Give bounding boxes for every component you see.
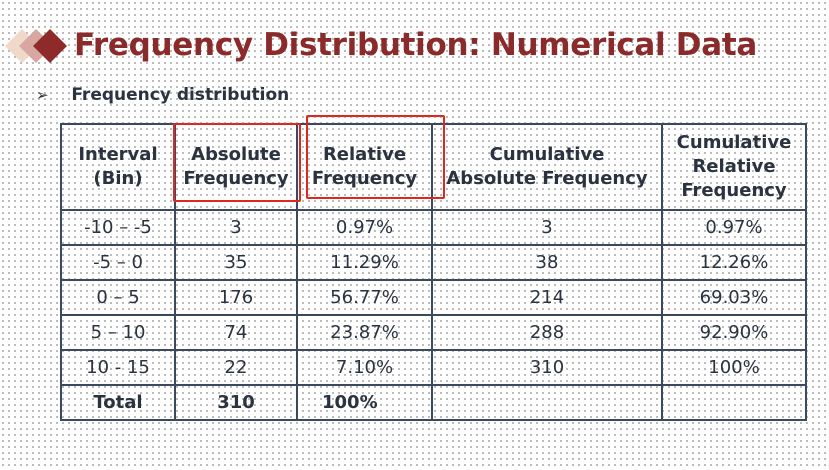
cell-absolute: 176 <box>174 279 298 316</box>
cell-cum-absolute: 38 <box>431 244 663 281</box>
cell-interval: 5 – 10 <box>60 314 176 351</box>
cell-cum-relative: 69.03% <box>661 279 807 316</box>
table-row: 5 – 10 74 23.87% 288 92.90% <box>60 314 807 351</box>
arrow-bullet-icon: ➢ <box>36 86 49 104</box>
table-row: 0 – 5 176 56.77% 214 69.03% <box>60 279 807 316</box>
total-cum-absolute <box>431 384 663 421</box>
cell-cum-relative: 12.26% <box>661 244 807 281</box>
cell-cum-absolute: 310 <box>431 349 663 386</box>
cell-interval: -5 – 0 <box>60 244 176 281</box>
bullet-text: Frequency distribution <box>71 85 290 105</box>
cell-absolute: 74 <box>174 314 298 351</box>
header-absolute-frequency: Absolute Frequency <box>174 123 298 211</box>
cell-absolute: 3 <box>174 209 298 246</box>
slide-title: Frequency Distribution: Numerical Data <box>74 27 757 63</box>
cell-cum-absolute: 3 <box>431 209 663 246</box>
table-row: -10 – -5 3 0.97% 3 0.97% <box>60 209 807 246</box>
table-total-row: Total 310 100% <box>60 384 807 421</box>
table-row: 10 - 15 22 7.10% 310 100% <box>60 349 807 386</box>
cell-relative: 7.10% <box>296 349 433 386</box>
cell-absolute: 35 <box>174 244 298 281</box>
cell-absolute: 22 <box>174 349 298 386</box>
total-absolute: 310 <box>174 384 298 421</box>
header-cumulative-absolute: Cumulative Absolute Frequency <box>431 123 663 211</box>
table-row: -5 – 0 35 11.29% 38 12.26% <box>60 244 807 281</box>
header-cumulative-relative: Cumulative Relative Frequency <box>661 123 807 211</box>
cell-relative: 0.97% <box>296 209 433 246</box>
header-relative-frequency: Relative Frequency <box>296 123 433 211</box>
frequency-table: Interval (Bin) Absolute Frequency Relati… <box>60 123 807 421</box>
total-cum-relative <box>661 384 807 421</box>
cell-cum-absolute: 214 <box>431 279 663 316</box>
cell-interval: 0 – 5 <box>60 279 176 316</box>
cell-relative: 11.29% <box>296 244 433 281</box>
cell-relative: 56.77% <box>296 279 433 316</box>
cell-interval: 10 - 15 <box>60 349 176 386</box>
header-interval: Interval (Bin) <box>60 123 176 211</box>
cell-cum-absolute: 288 <box>431 314 663 351</box>
cell-cum-relative: 92.90% <box>661 314 807 351</box>
cell-cum-relative: 100% <box>661 349 807 386</box>
cell-interval: -10 – -5 <box>60 209 176 246</box>
logo-diamonds <box>4 26 67 66</box>
cell-relative: 23.87% <box>296 314 433 351</box>
total-relative: 100% <box>296 384 433 421</box>
cell-cum-relative: 0.97% <box>661 209 807 246</box>
total-label: Total <box>60 384 176 421</box>
table-header-row: Interval (Bin) Absolute Frequency Relati… <box>60 123 807 211</box>
bullet-line: ➢ Frequency distribution <box>36 85 289 105</box>
